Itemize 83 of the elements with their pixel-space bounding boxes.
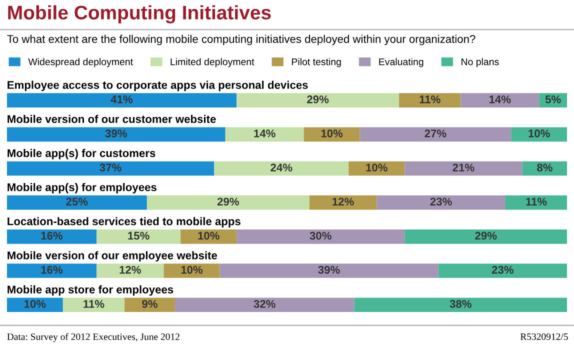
data-label: 15% [128,232,150,240]
bar [174,298,354,312]
bar [6,230,97,244]
bar [124,298,175,312]
y-tick-label: Employee access to corporate apps via personal devices [8,80,308,92]
bar [220,264,438,278]
bar [236,93,400,108]
bar [438,264,568,278]
data-label: 39% [105,130,127,138]
legend-label: Widespread deployment [28,58,133,68]
data-label: 10% [321,130,343,138]
legend-label: No plans [462,58,499,68]
data-label: 41% [110,95,133,104]
bar [6,161,214,176]
data-label: 10% [366,164,388,172]
bar [96,230,181,244]
bar [62,298,125,312]
bar [505,195,568,210]
data-label: 16% [41,232,63,240]
data-label: 11% [420,95,440,104]
data-label: 10% [181,266,203,274]
bar [6,298,63,312]
data-label: 24% [270,164,292,172]
data-label: 11% [526,198,547,206]
y-tick-label: Mobile version of our customer website [8,114,216,124]
bar [404,230,568,244]
bar [164,264,220,278]
data-label: 32% [254,300,276,308]
data-label: 14% [489,95,511,104]
legend-label: Limited deployment [170,58,254,68]
data-label: 23% [492,266,514,274]
data-label: 25% [66,198,88,206]
data-label: 11% [84,300,104,308]
bar [460,93,540,108]
bar [304,127,360,142]
legend-label: Evaluating [379,58,424,68]
data-label: 10% [528,130,550,138]
y-tick-label: Location-based services tied to mobile apps [8,217,240,228]
bar [511,127,568,142]
chart-subtitle: To what extent are the following mobile computing initiatives deployed within your organization? [7,34,476,46]
data-label: 12% [120,266,141,274]
data-label: 23% [430,198,452,206]
data-label: 21% [452,164,474,172]
data-label: 29% [307,95,329,104]
data-label: 5% [545,95,561,104]
text: Data: Survey of 2012 Executives, June 2012 [7,333,180,342]
data-label: 14% [254,130,276,138]
data-label: 10% [24,300,46,308]
bar [354,298,568,312]
bar [6,264,97,278]
data-label: 38% [450,300,472,308]
data-label: 30% [310,232,332,240]
bar [399,93,461,108]
chart-title: Mobile Computing Initiatives [8,5,271,24]
data-label: 27% [424,130,446,138]
y-tick-label: Mobile app(s) for employees [8,183,156,194]
data-label: 16% [41,266,63,274]
bar [309,195,377,210]
bar [96,264,164,278]
bar [360,127,512,142]
bar [6,195,147,210]
data-label: 9% [142,300,158,308]
data-label: 37% [100,164,122,172]
data-label: 10% [198,232,220,240]
bar [6,93,237,108]
bar [6,127,226,142]
text: R5320912/5 [520,333,568,340]
data-label: 29% [475,232,497,240]
data-label: 8% [537,164,552,172]
bar [225,127,304,142]
data-label: 12% [332,198,354,206]
bar [214,161,349,176]
legend-label: Pilot testing [292,58,341,68]
y-tick-label: Mobile version of our employee website [8,251,218,262]
bar [180,230,237,244]
data-label: 29% [217,198,240,206]
bar [146,195,310,210]
bar [236,230,405,244]
bar [376,195,506,210]
data-label: 39% [318,266,340,274]
y-tick-label: Mobile app(s) for customers [8,148,156,160]
y-tick-label: Mobile app store for employees [8,285,174,296]
bar [404,161,522,176]
